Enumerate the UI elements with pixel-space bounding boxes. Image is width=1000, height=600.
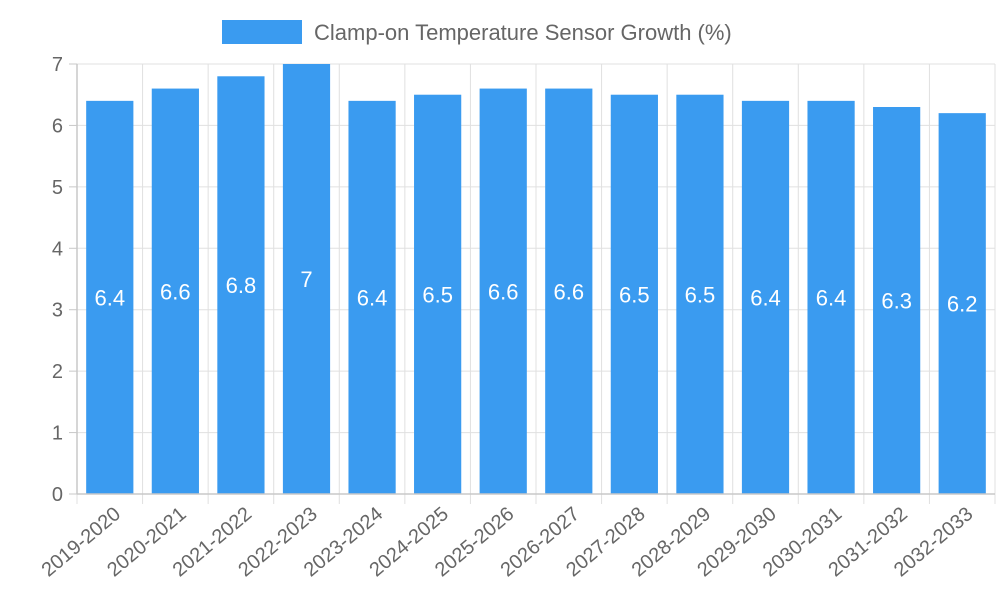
y-tick-label: 1 (52, 423, 63, 445)
bar-value-label: 6.8 (226, 273, 257, 298)
bar-value-label: 6.6 (553, 279, 584, 304)
y-tick-label: 2 (52, 361, 63, 383)
bar[interactable] (610, 94, 658, 494)
bar[interactable] (151, 88, 199, 495)
y-tick-label: 0 (52, 484, 63, 506)
bars: 6.4 6.6 6.8 7 6.4 6.5 6.6 6.6 6.5 6.5 6.4 6.4 6.3 6.2 (86, 64, 986, 495)
bar-value-label: 6.5 (685, 282, 716, 307)
bar-value-label: 6.4 (94, 285, 125, 310)
y-tick-label: 5 (52, 177, 63, 199)
bar[interactable] (545, 88, 593, 495)
bar[interactable] (938, 113, 986, 495)
bar[interactable] (676, 94, 724, 494)
bar[interactable] (414, 94, 462, 494)
bar-value-label: 6.4 (816, 285, 847, 310)
bar-value-label: 6.5 (619, 282, 650, 307)
bar[interactable] (348, 100, 396, 494)
legend-label[interactable]: Clamp-on Temperature Sensor Growth (%) (314, 20, 732, 45)
bar[interactable] (282, 64, 331, 494)
bar[interactable] (479, 88, 527, 495)
bar-value-label: 6.4 (750, 285, 781, 310)
bar[interactable] (807, 100, 855, 494)
y-tick-label: 6 (52, 115, 63, 137)
y-tick-label: 3 (52, 300, 63, 322)
bar-value-label: 6.5 (422, 282, 453, 307)
bar-value-label: 6.3 (881, 289, 912, 314)
bar-value-label: 7 (300, 267, 312, 292)
bar-value-label: 6.6 (488, 279, 519, 304)
legend[interactable]: Clamp-on Temperature Sensor Growth (%) (222, 20, 732, 45)
bar-value-label: 6.4 (357, 285, 388, 310)
legend-swatch[interactable] (222, 20, 302, 44)
bar-value-label: 6.6 (160, 279, 191, 304)
bar[interactable] (741, 100, 790, 494)
y-tick-label: 7 (52, 54, 63, 76)
bar[interactable] (873, 107, 921, 494)
grid-lines (76, 63, 996, 504)
y-tick-label: 4 (52, 238, 63, 260)
bar[interactable] (217, 76, 265, 495)
bar-value-label: 6.2 (947, 292, 978, 317)
bar[interactable] (86, 100, 134, 494)
